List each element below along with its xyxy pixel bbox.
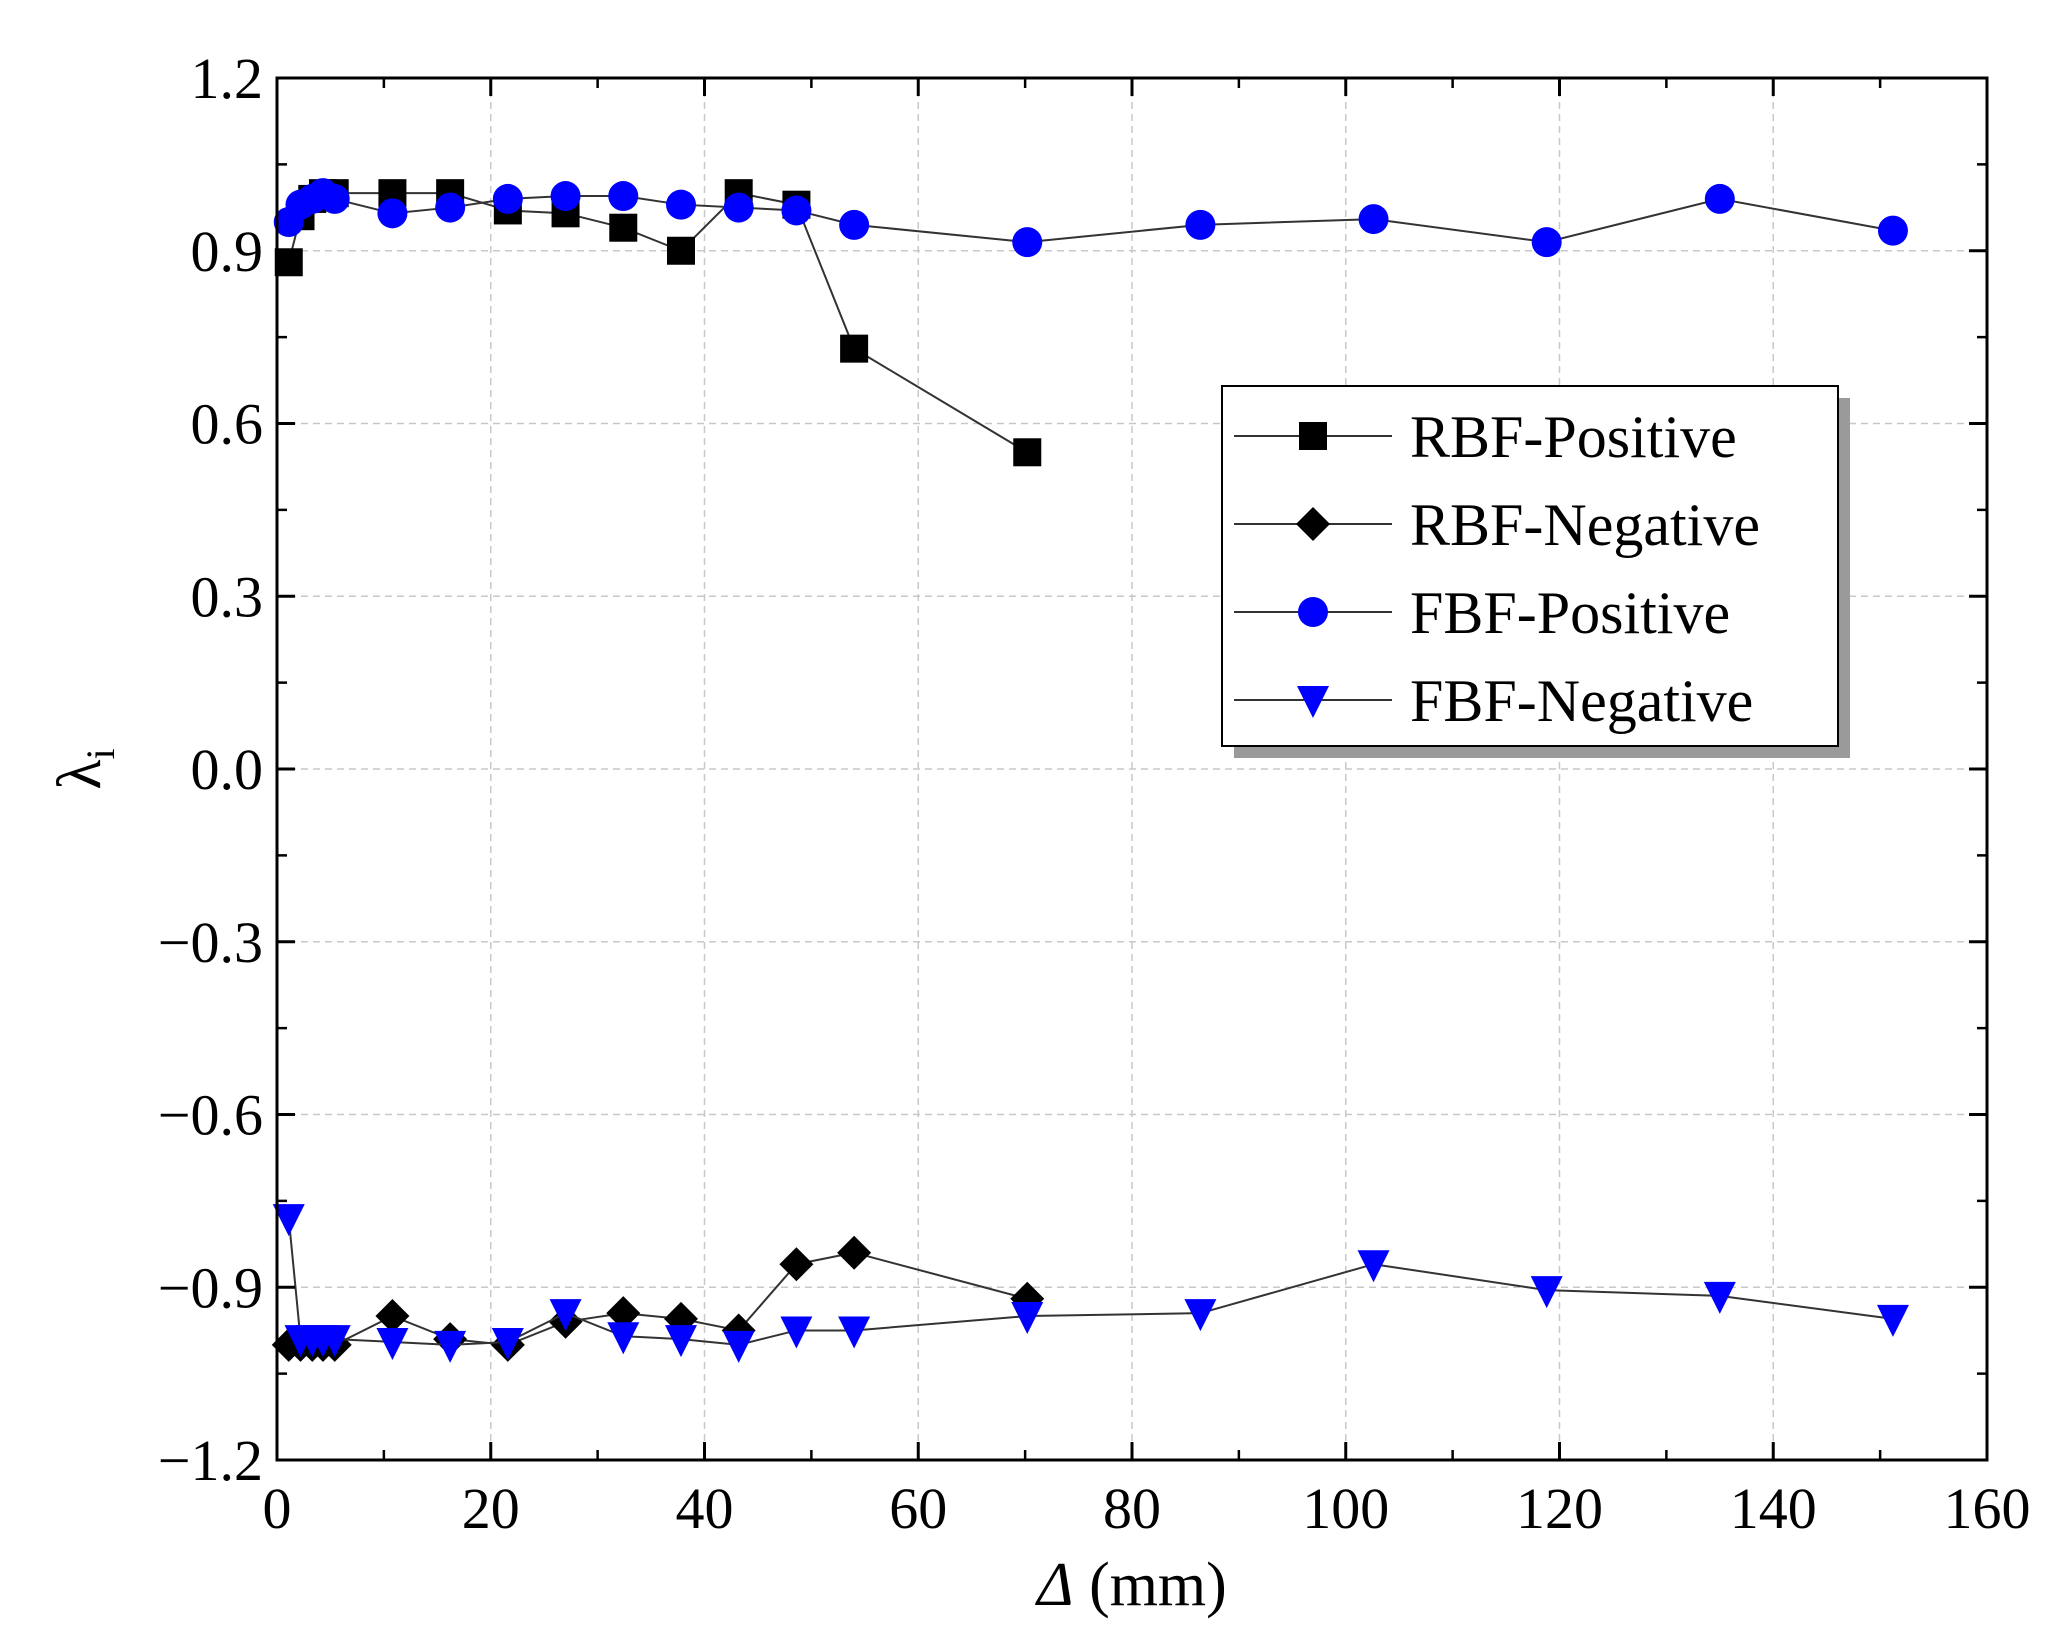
data-point bbox=[839, 209, 870, 240]
y-tick-label: 0.0 bbox=[191, 737, 264, 802]
x-axis-title: Δ (mm) bbox=[1034, 1551, 1227, 1619]
series-fbf-negative bbox=[272, 1204, 1909, 1363]
x-tick-label: 0 bbox=[263, 1476, 292, 1541]
data-point bbox=[492, 183, 523, 214]
series-line bbox=[287, 192, 1894, 244]
y-axis-subscript: i bbox=[78, 748, 123, 759]
data-point bbox=[779, 1247, 814, 1282]
x-tick-label: 120 bbox=[1516, 1476, 1603, 1541]
x-tick-label: 160 bbox=[1944, 1476, 2031, 1541]
legend-entry: RBF-Positive bbox=[1234, 404, 1737, 470]
data-point bbox=[376, 1327, 409, 1360]
legend-marker bbox=[1296, 507, 1330, 541]
legend-marker bbox=[1299, 422, 1327, 450]
axis-tick-labels: 0 20 40 60 80 100 120 140 160 −1.2 −0.9 −0.6 −0.3 0.0… bbox=[158, 46, 2031, 1541]
series-fbf-positive bbox=[273, 178, 1908, 258]
data-point bbox=[837, 1235, 872, 1270]
x-tick-label: 100 bbox=[1302, 1476, 1389, 1541]
data-point bbox=[664, 1325, 697, 1358]
data-point bbox=[666, 236, 695, 265]
data-point bbox=[1876, 1304, 1909, 1337]
data-point bbox=[1358, 204, 1389, 235]
y-tick-label: 0.9 bbox=[191, 219, 264, 284]
data-point bbox=[1185, 209, 1216, 240]
y-tick-label: 0.3 bbox=[191, 564, 264, 629]
legend-marker bbox=[1298, 597, 1328, 627]
data-point bbox=[780, 1316, 813, 1349]
data-point bbox=[722, 1330, 755, 1363]
x-tick-label: 40 bbox=[676, 1476, 734, 1541]
y-axis-title: λi bbox=[46, 748, 123, 789]
x-tick-label: 20 bbox=[462, 1476, 520, 1541]
data-point bbox=[1184, 1299, 1217, 1332]
data-point bbox=[1530, 1276, 1563, 1309]
data-point bbox=[1013, 438, 1042, 467]
x-axis-unit: (mm) bbox=[1074, 1551, 1227, 1619]
data-point bbox=[1531, 227, 1562, 258]
legend-entry: FBF-Positive bbox=[1234, 580, 1730, 646]
legend: RBF-Positive RBF-Negative FBF-Positive FBF-… bbox=[1221, 385, 1850, 758]
series-layer bbox=[271, 178, 1909, 1363]
x-tick-label: 80 bbox=[1103, 1476, 1161, 1541]
legend-entries: RBF-Positive RBF-Negative FBF-Positive FBF-… bbox=[1234, 404, 1760, 734]
legend-entry: RBF-Negative bbox=[1234, 492, 1760, 558]
data-point bbox=[319, 183, 350, 214]
legend-entry: FBF-Negative bbox=[1234, 668, 1753, 734]
data-point bbox=[1012, 227, 1043, 258]
grid-lines bbox=[277, 78, 1987, 1460]
data-point bbox=[838, 1316, 871, 1349]
data-point bbox=[274, 248, 303, 277]
y-tick-label: −0.9 bbox=[158, 1255, 263, 1320]
data-point bbox=[840, 334, 869, 363]
legend-marker bbox=[1297, 686, 1329, 718]
data-point bbox=[1703, 1281, 1736, 1314]
legend-label: RBF-Positive bbox=[1410, 404, 1737, 470]
y-tick-label: 1.2 bbox=[191, 46, 264, 111]
svg-text:λi: λi bbox=[46, 748, 123, 789]
data-point bbox=[665, 189, 696, 220]
y-tick-label: −0.6 bbox=[158, 1083, 263, 1148]
y-tick-label: −0.3 bbox=[158, 910, 263, 975]
y-tick-label: 0.6 bbox=[191, 392, 264, 457]
x-axis-symbol: Δ bbox=[1034, 1551, 1073, 1619]
data-point bbox=[491, 1327, 524, 1360]
data-point bbox=[434, 1330, 467, 1363]
x-tick-label: 140 bbox=[1730, 1476, 1817, 1541]
data-point bbox=[435, 192, 466, 223]
series-line bbox=[287, 1218, 1894, 1346]
data-point bbox=[609, 213, 638, 242]
data-point bbox=[318, 1325, 351, 1358]
data-point bbox=[1357, 1250, 1390, 1283]
y-tick-label: −1.2 bbox=[158, 1428, 263, 1493]
x-tick-label: 60 bbox=[889, 1476, 947, 1541]
data-point bbox=[723, 192, 754, 223]
data-point bbox=[1877, 215, 1908, 246]
data-point bbox=[608, 181, 639, 212]
data-point bbox=[549, 1299, 582, 1332]
data-point bbox=[1704, 183, 1735, 214]
legend-label: RBF-Negative bbox=[1410, 492, 1760, 558]
data-point bbox=[1011, 1302, 1044, 1335]
data-point bbox=[377, 198, 408, 229]
data-point bbox=[607, 1322, 640, 1355]
legend-label: FBF-Negative bbox=[1410, 668, 1753, 734]
axis-ticks bbox=[275, 76, 1989, 1462]
data-point bbox=[606, 1296, 641, 1331]
data-point bbox=[375, 1299, 410, 1334]
y-axis-symbol: λ bbox=[46, 760, 114, 790]
data-point bbox=[272, 1204, 305, 1237]
legend-label: FBF-Positive bbox=[1410, 580, 1730, 646]
data-point bbox=[550, 181, 581, 212]
data-point bbox=[781, 195, 812, 226]
